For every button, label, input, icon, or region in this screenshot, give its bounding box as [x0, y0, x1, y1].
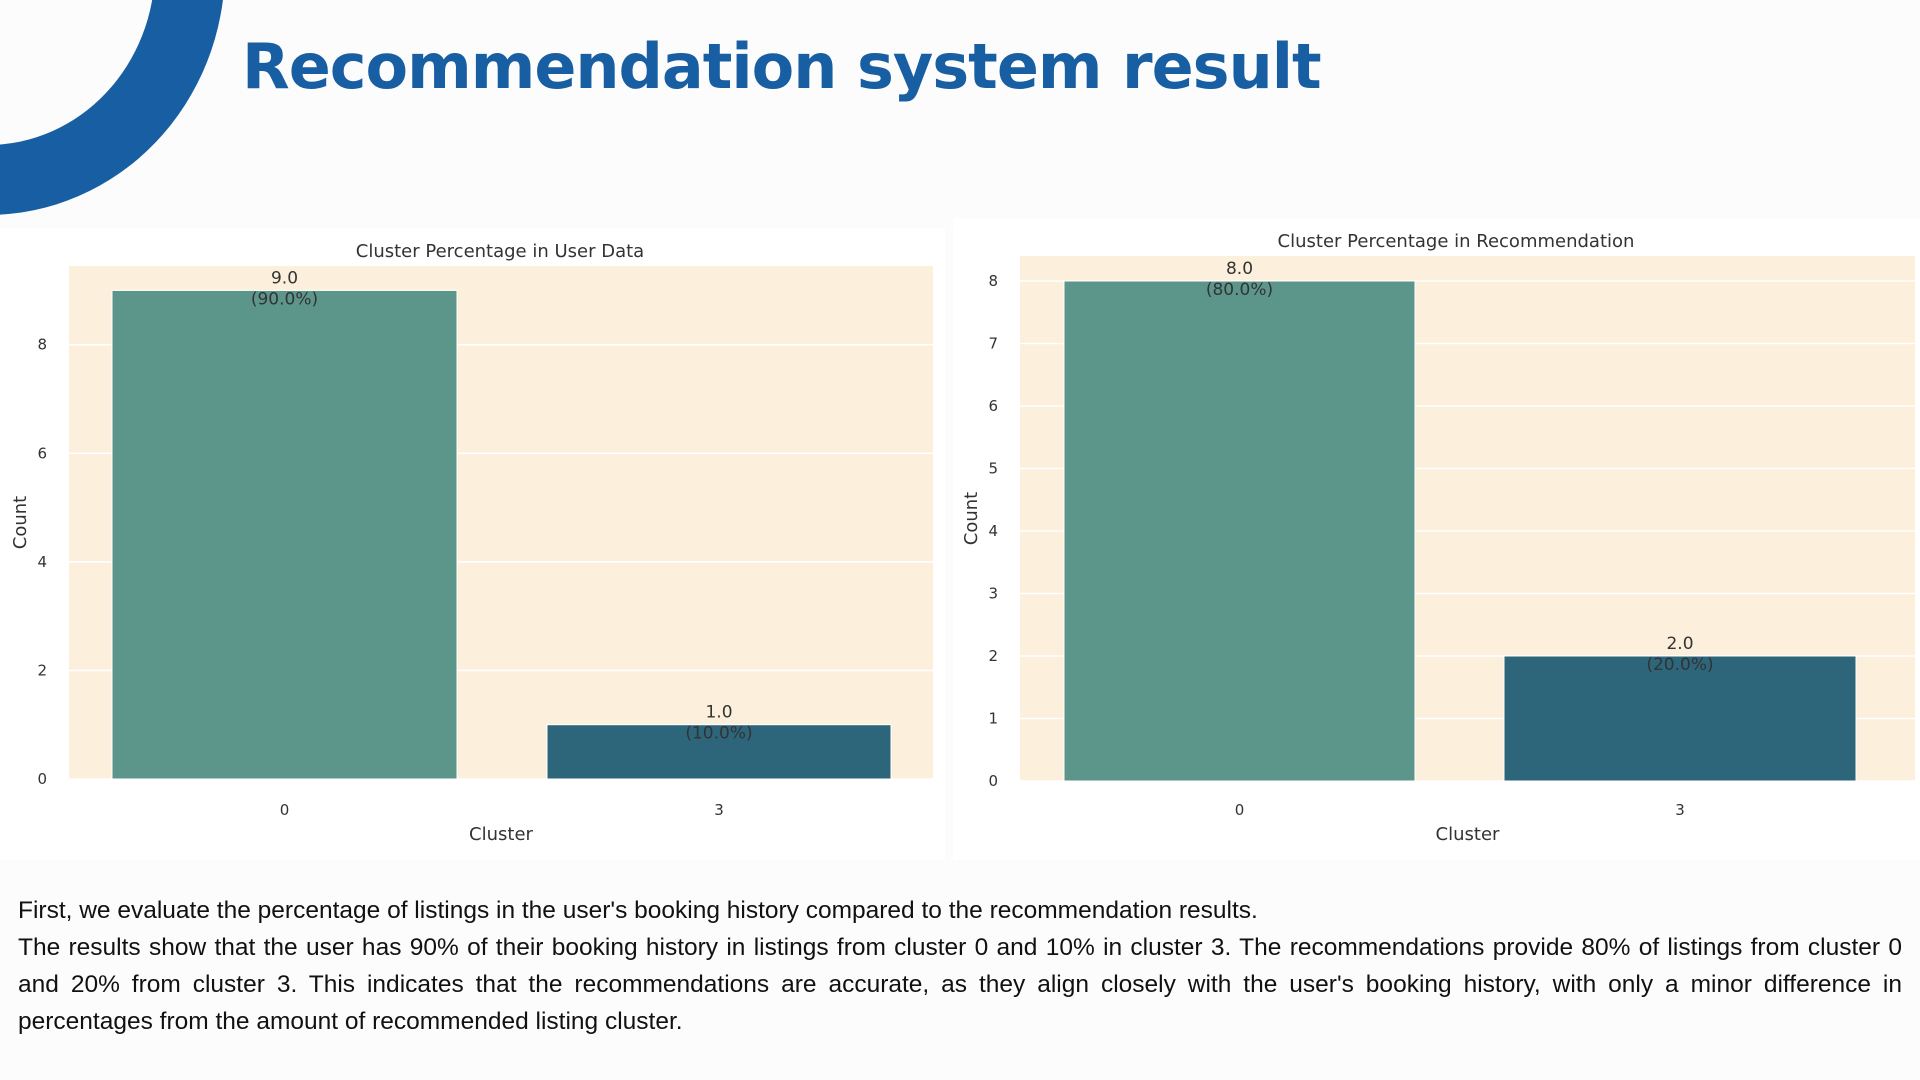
chart-user-data: 0 2 4 6 8 9.0 (90.0%) 0 1.0 (10.0%) 3 Cluster Perce… — [0, 228, 945, 860]
chart-user-data-svg: 0 2 4 6 8 9.0(90.0%) 0 1.0(10.0%) 3 Cluster Perce… — [10, 241, 933, 845]
x-axis-label: Cluster — [469, 824, 533, 845]
y-tick-label: 8 — [37, 336, 47, 354]
chart-recommendation-svg: 0 1 2 3 4 5 6 7 8 8.0(80.0%) 0 2.0(20.0%) 3 Cluster P… — [961, 231, 1915, 845]
y-tick-label: 2 — [988, 647, 998, 665]
body-text: First, we evaluate the percentage of lis… — [18, 892, 1902, 1040]
chart-title: Cluster Percentage in Recommendation — [1278, 231, 1635, 252]
body-paragraph-intro: First, we evaluate the percentage of lis… — [18, 897, 1258, 924]
bar-cluster-3 — [546, 724, 892, 780]
data-label-value: 9.0 — [271, 268, 298, 288]
y-tick-label: 4 — [37, 553, 47, 571]
y-tick-label: 2 — [37, 661, 47, 679]
data-label-value: 8.0 — [1226, 259, 1253, 279]
y-tick-label: 0 — [988, 772, 998, 790]
chart-recommendation: 0 1 2 3 4 5 6 7 8 8.0 (80.0%) 0 2.0 (20.0%) 3 Cluster P… — [953, 218, 1920, 860]
x-axis-label: Cluster — [1436, 824, 1500, 845]
data-label-value: 2.0 — [1666, 634, 1693, 654]
y-tick-label: 1 — [988, 710, 998, 728]
x-tick-label: 3 — [714, 801, 724, 819]
slide-title: Recommendation system result — [242, 30, 1322, 103]
y-axis-label: Count — [10, 496, 31, 549]
data-label-percent: (90.0%) — [251, 289, 318, 309]
body-paragraph-results: The results show that the user has 90% o… — [18, 934, 1902, 1035]
bar-cluster-0 — [1063, 280, 1416, 782]
x-tick-label: 3 — [1675, 801, 1685, 819]
y-tick-label: 0 — [37, 770, 47, 788]
data-label-percent: (20.0%) — [1646, 655, 1713, 675]
y-tick-label: 6 — [37, 444, 47, 462]
x-tick-label: 0 — [1235, 801, 1245, 819]
x-tick-label: 0 — [280, 801, 290, 819]
data-label-percent: (80.0%) — [1206, 280, 1273, 300]
bar-cluster-0 — [111, 289, 458, 780]
y-tick-label: 6 — [988, 397, 998, 415]
y-tick-label: 3 — [988, 585, 998, 603]
data-label-percent: (10.0%) — [685, 724, 752, 744]
y-tick-label: 8 — [988, 272, 998, 290]
y-tick-label: 5 — [988, 460, 998, 478]
y-tick-label: 7 — [988, 335, 998, 353]
data-label-value: 1.0 — [705, 703, 732, 723]
y-axis-label: Count — [961, 492, 982, 545]
decorative-corner-arc — [0, 0, 225, 215]
bar-cluster-3 — [1503, 655, 1857, 782]
y-tick-label: 4 — [988, 522, 998, 540]
chart-title: Cluster Percentage in User Data — [356, 241, 644, 262]
